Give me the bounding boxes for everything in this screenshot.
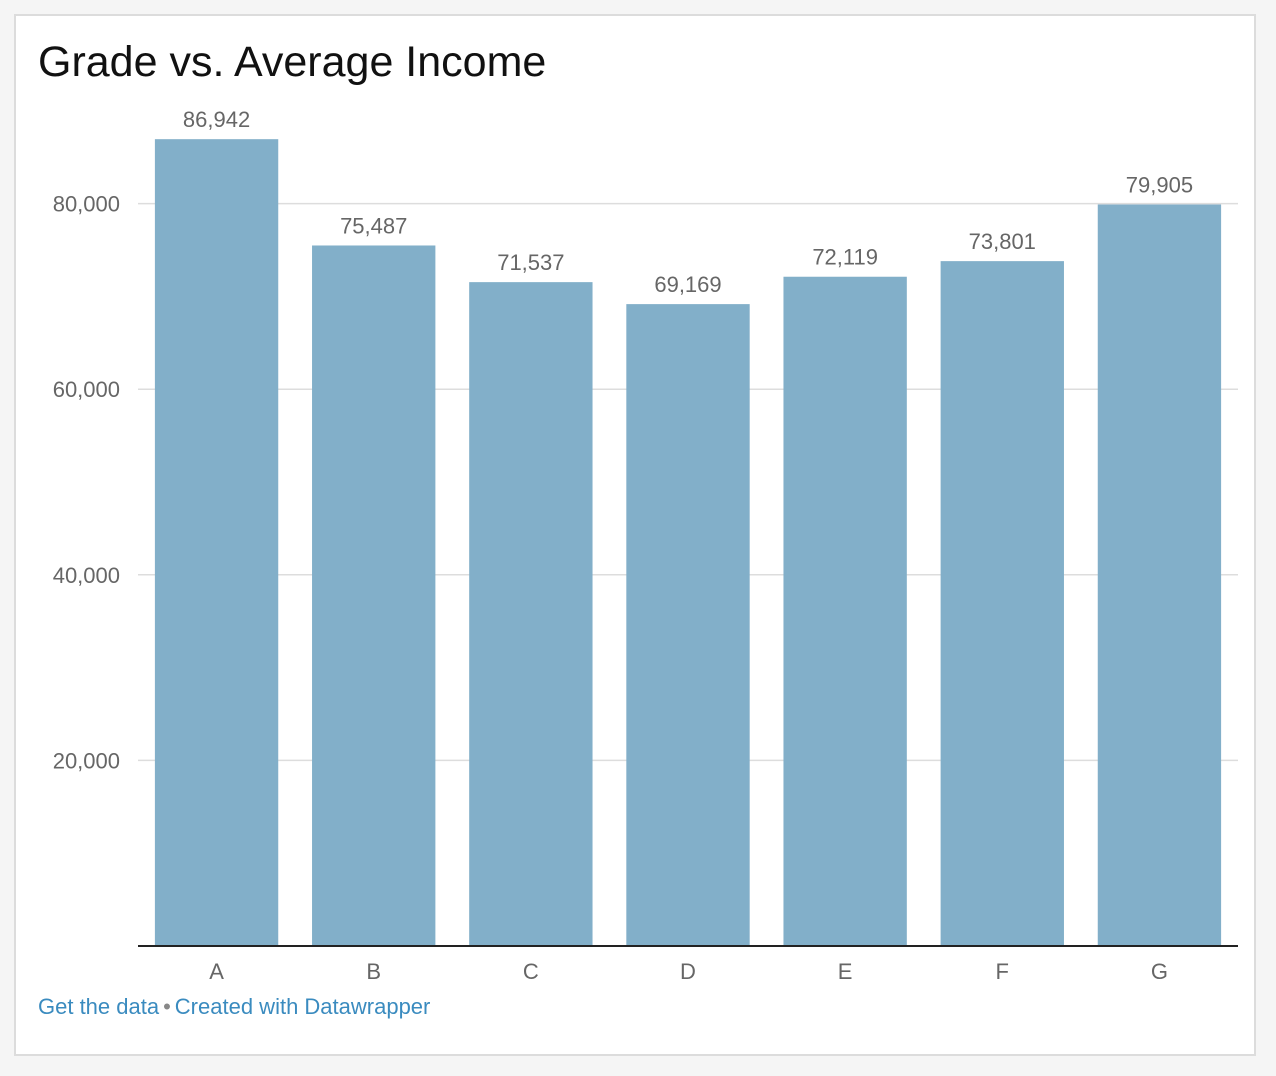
x-axis-ticks: A B C D E F G (209, 959, 1168, 984)
y-tick-label: 80,000 (53, 192, 120, 217)
bar-chart: 20,000 40,000 60,000 80,000 86,942 75,487 71,… (53, 107, 1238, 984)
y-tick-label: 20,000 (53, 748, 120, 773)
footer-separator: • (163, 994, 171, 1019)
bar-g[interactable] (1097, 204, 1222, 947)
x-tick-label-a: A (209, 959, 224, 984)
data-label-d: 69,169 (654, 272, 721, 297)
data-labels: 86,942 75,487 71,537 69,169 72,119 73,801 79,9… (183, 107, 1193, 297)
x-tick-label-f: F (996, 959, 1009, 984)
chart-title: Grade vs. Average Income (38, 38, 547, 86)
chart-container: Grade vs. Average Income 20,000 40,000 60,… (14, 14, 1256, 1056)
data-label-e: 72,119 (812, 245, 878, 270)
bar-e[interactable] (783, 276, 907, 946)
data-label-f: 73,801 (969, 229, 1036, 254)
bar-b[interactable] (312, 245, 436, 946)
x-tick-label-d: D (680, 959, 696, 984)
get-the-data-link[interactable]: Get the data (38, 994, 160, 1019)
x-tick-label-c: C (523, 959, 539, 984)
bar-d[interactable] (626, 304, 750, 946)
x-tick-label-b: B (366, 959, 381, 984)
bars (154, 139, 1222, 947)
y-axis-ticks: 20,000 40,000 60,000 80,000 (53, 192, 120, 774)
bar-c[interactable] (469, 282, 593, 947)
created-with-datawrapper-link[interactable]: Created with Datawrapper (174, 994, 431, 1019)
bar-a[interactable] (154, 139, 279, 947)
x-tick-label-e: E (838, 959, 853, 984)
data-label-a: 86,942 (183, 107, 250, 132)
y-tick-label: 40,000 (53, 563, 120, 588)
bar-f[interactable] (940, 261, 1064, 946)
data-label-g: 79,905 (1126, 172, 1193, 197)
chart-footer: Get the data • Created with Datawrapper (38, 994, 430, 1020)
x-tick-label-g: G (1151, 959, 1168, 984)
data-label-b: 75,487 (340, 213, 407, 238)
y-tick-label: 60,000 (53, 377, 120, 402)
data-label-c: 71,537 (497, 250, 564, 275)
